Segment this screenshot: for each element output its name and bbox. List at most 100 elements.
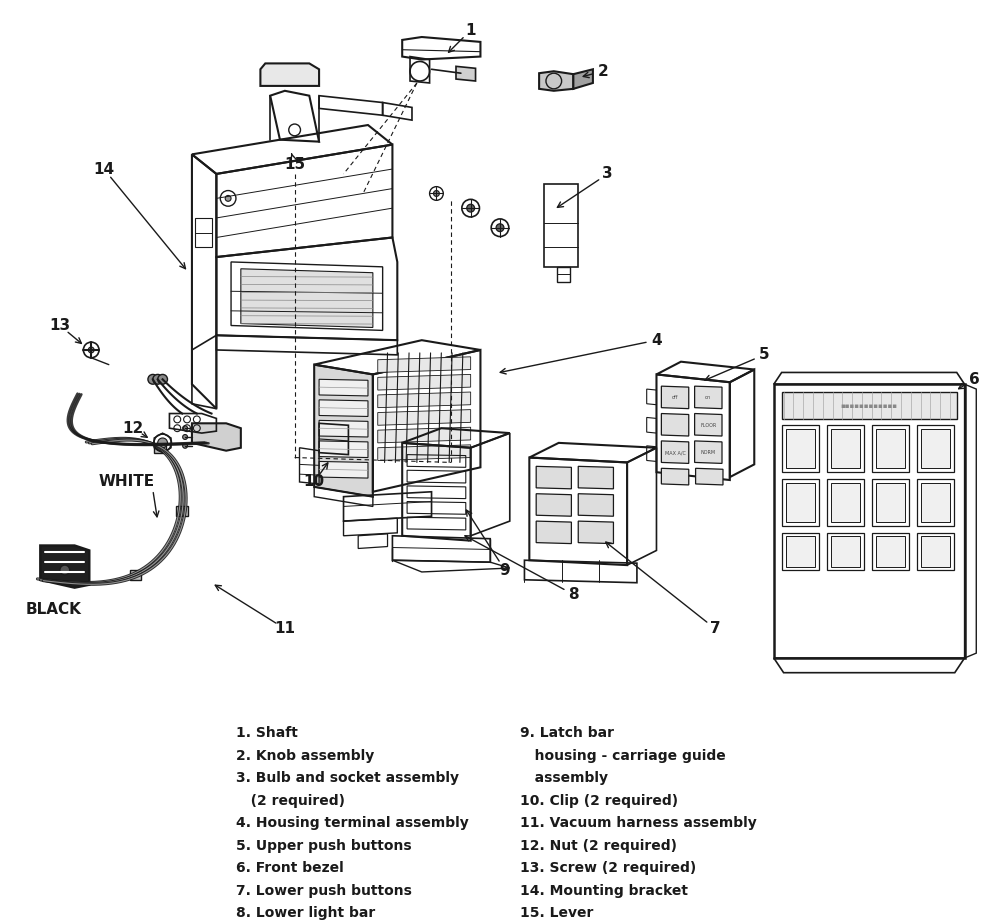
Polygon shape	[696, 468, 723, 485]
Bar	[831, 429, 860, 468]
Polygon shape	[578, 466, 613, 489]
Polygon shape	[578, 494, 613, 516]
Bar	[782, 533, 819, 570]
Circle shape	[158, 375, 167, 384]
Circle shape	[433, 190, 439, 197]
Text: 8. Lower light bar: 8. Lower light bar	[236, 906, 375, 920]
Polygon shape	[536, 494, 571, 516]
Bar	[921, 483, 950, 522]
Bar	[827, 479, 864, 526]
Polygon shape	[578, 521, 613, 544]
Polygon shape	[573, 69, 593, 89]
Text: 3. Bulb and socket assembly: 3. Bulb and socket assembly	[236, 772, 459, 785]
Bar	[872, 479, 909, 526]
Text: 6. Front bezel: 6. Front bezel	[236, 861, 344, 875]
Polygon shape	[319, 400, 368, 416]
Text: 12. Nut (2 required): 12. Nut (2 required)	[520, 839, 677, 853]
Polygon shape	[319, 420, 368, 437]
Polygon shape	[260, 64, 319, 86]
Bar	[876, 429, 905, 468]
Text: 7: 7	[710, 621, 720, 636]
Bar	[876, 483, 905, 522]
Text: 8: 8	[568, 587, 579, 602]
Text: NORM: NORM	[701, 450, 716, 455]
Text: 12: 12	[123, 421, 144, 436]
Polygon shape	[661, 386, 689, 409]
Text: 15. Lever: 15. Lever	[520, 906, 593, 920]
Bar	[782, 392, 957, 419]
Polygon shape	[378, 357, 471, 373]
Polygon shape	[319, 462, 368, 478]
Bar	[786, 535, 815, 567]
Text: 9: 9	[500, 562, 510, 578]
Polygon shape	[536, 466, 571, 489]
Bar	[154, 443, 166, 452]
Polygon shape	[378, 427, 471, 443]
Circle shape	[183, 435, 188, 439]
Text: 5. Upper push buttons: 5. Upper push buttons	[236, 839, 412, 853]
Text: 2: 2	[597, 64, 608, 78]
Polygon shape	[241, 269, 373, 328]
Polygon shape	[695, 386, 722, 409]
Bar	[827, 533, 864, 570]
Text: 14: 14	[93, 162, 114, 176]
Text: 11. Vacuum harness assembly: 11. Vacuum harness assembly	[520, 817, 756, 831]
Text: 4: 4	[651, 332, 662, 348]
Bar	[831, 483, 860, 522]
Circle shape	[225, 196, 231, 201]
Polygon shape	[378, 392, 471, 408]
Text: 2. Knob assembly: 2. Knob assembly	[236, 749, 374, 763]
Text: on: on	[705, 395, 711, 401]
Bar	[782, 426, 819, 473]
Polygon shape	[378, 445, 471, 461]
Polygon shape	[661, 468, 689, 485]
Polygon shape	[695, 414, 722, 436]
Text: 13: 13	[49, 318, 70, 333]
Text: 11: 11	[274, 621, 295, 636]
Text: BLACK: BLACK	[26, 602, 82, 617]
Circle shape	[467, 204, 475, 212]
Text: housing - carriage guide: housing - carriage guide	[520, 749, 725, 763]
Text: off: off	[672, 395, 678, 401]
Text: 1: 1	[465, 23, 476, 38]
Bar	[827, 426, 864, 473]
Bar	[872, 533, 909, 570]
Text: 13. Screw (2 required): 13. Screw (2 required)	[520, 861, 696, 875]
Circle shape	[88, 347, 94, 353]
Text: 15: 15	[284, 157, 305, 172]
Text: 10. Clip (2 required): 10. Clip (2 required)	[520, 794, 678, 808]
Bar	[876, 535, 905, 567]
Text: 9. Latch bar: 9. Latch bar	[520, 726, 614, 740]
Polygon shape	[40, 545, 89, 588]
Bar	[872, 426, 909, 473]
Bar	[921, 429, 950, 468]
Text: 14. Mounting bracket: 14. Mounting bracket	[520, 884, 688, 898]
Polygon shape	[456, 66, 476, 81]
Text: (2 required): (2 required)	[236, 794, 345, 808]
Polygon shape	[319, 441, 368, 458]
Polygon shape	[319, 379, 368, 396]
Bar	[917, 533, 954, 570]
Circle shape	[496, 223, 504, 232]
Bar	[130, 570, 141, 580]
Polygon shape	[378, 375, 471, 390]
Text: 4. Housing terminal assembly: 4. Housing terminal assembly	[236, 817, 469, 831]
Circle shape	[183, 426, 188, 431]
Bar	[786, 429, 815, 468]
Circle shape	[153, 375, 163, 384]
Polygon shape	[539, 71, 573, 90]
Circle shape	[60, 565, 70, 575]
Text: 10: 10	[304, 474, 325, 489]
Bar	[782, 479, 819, 526]
Polygon shape	[314, 365, 373, 497]
Text: ▪▪▪▪▪▪▪▪▪▪▪▪: ▪▪▪▪▪▪▪▪▪▪▪▪	[840, 402, 897, 409]
Circle shape	[183, 443, 188, 449]
Text: 3: 3	[602, 166, 613, 182]
Bar	[786, 483, 815, 522]
Text: FLOOR: FLOOR	[700, 423, 716, 427]
Text: 6: 6	[969, 372, 980, 387]
Bar	[917, 426, 954, 473]
Polygon shape	[192, 424, 241, 450]
Bar	[921, 535, 950, 567]
Text: assembly: assembly	[520, 772, 608, 785]
